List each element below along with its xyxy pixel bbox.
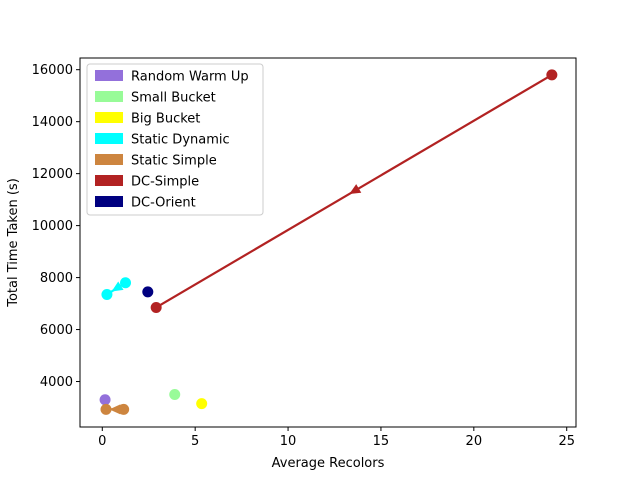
- series-arrowhead: [111, 281, 124, 292]
- legend-swatch: [95, 175, 123, 186]
- data-point: [169, 389, 181, 401]
- x-axis-label: Average Recolors: [272, 456, 385, 471]
- legend-label: Random Warm Up: [131, 70, 249, 85]
- x-tick-label: 15: [373, 434, 390, 449]
- data-point: [196, 398, 208, 410]
- legend-label: DC-Simple: [131, 175, 199, 190]
- legend-swatch: [95, 112, 123, 123]
- x-tick-label: 5: [191, 434, 199, 449]
- legend-swatch: [95, 70, 123, 81]
- y-tick-label: 12000: [32, 167, 73, 182]
- y-tick-label: 14000: [32, 115, 73, 130]
- legend-label: Small Bucket: [131, 91, 216, 106]
- legend-swatch: [95, 196, 123, 207]
- data-point: [99, 394, 111, 406]
- data-point: [118, 403, 130, 415]
- data-point: [142, 286, 154, 298]
- y-axis: 4000 6000 8000 10000 12000 14000 16000: [32, 63, 80, 390]
- legend-label: Big Bucket: [131, 112, 200, 127]
- series-arrowhead: [109, 404, 121, 415]
- data-point: [101, 288, 113, 300]
- plot-area: [99, 69, 558, 415]
- data-point: [120, 277, 132, 289]
- series-arrowhead: [349, 184, 362, 194]
- x-tick-label: 25: [558, 434, 575, 449]
- legend-swatch: [95, 133, 123, 144]
- y-tick-label: 4000: [40, 375, 73, 390]
- legend-swatch: [95, 154, 123, 165]
- data-point: [100, 403, 112, 415]
- legend-label: DC-Orient: [131, 196, 196, 211]
- x-tick-label: 0: [98, 434, 106, 449]
- y-tick-label: 16000: [32, 63, 73, 78]
- legend-label: Static Dynamic: [131, 133, 230, 148]
- x-axis: 0 5 10 15 20 25: [98, 427, 575, 449]
- legend-swatch: [95, 91, 123, 102]
- x-tick-label: 20: [466, 434, 483, 449]
- y-tick-label: 8000: [40, 271, 73, 286]
- legend-frame: [86, 63, 264, 216]
- plot-frame: [79, 57, 577, 428]
- legend-label: Static Simple: [131, 154, 217, 169]
- data-point: [546, 69, 558, 81]
- y-axis-label: Total Time Taken (s): [6, 178, 21, 308]
- y-tick-label: 6000: [40, 323, 73, 338]
- x-tick-label: 10: [280, 434, 297, 449]
- data-point: [150, 301, 162, 313]
- y-tick-label: 10000: [32, 219, 73, 234]
- legend: Random Warm Up Small Bucket Big Bucket Stat…: [86, 63, 264, 216]
